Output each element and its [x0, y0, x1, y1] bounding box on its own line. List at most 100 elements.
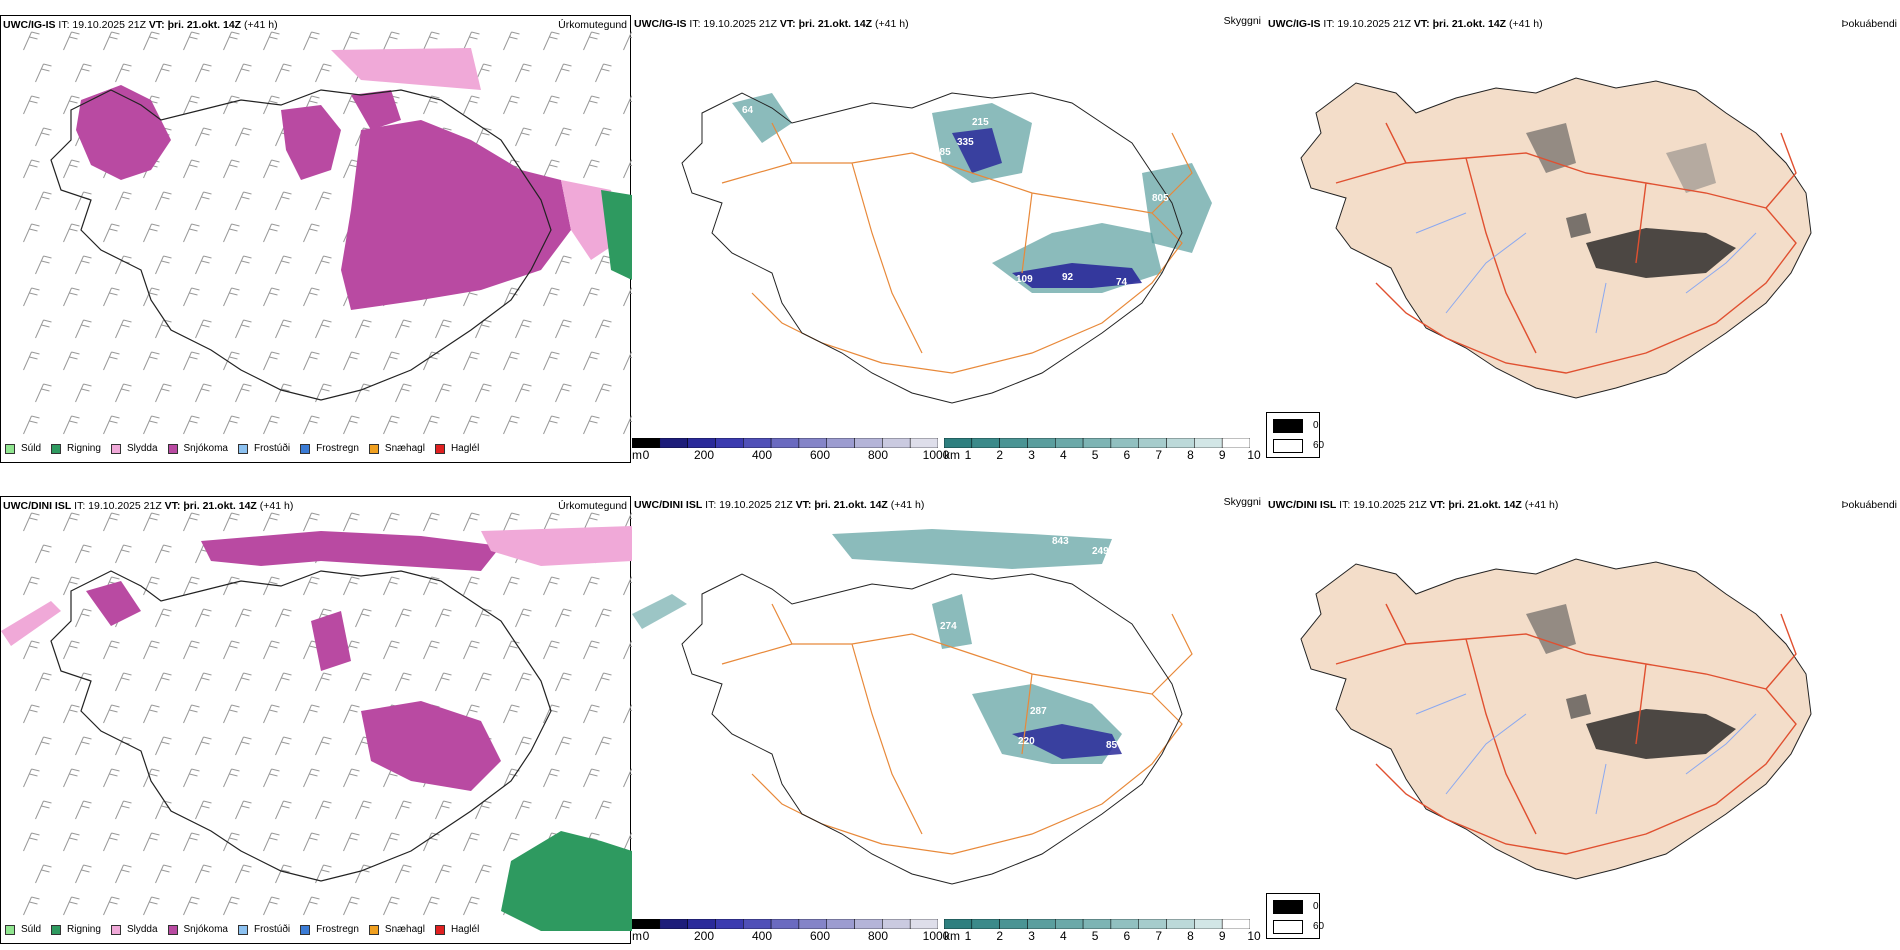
wind-barb [623, 640, 632, 660]
colorbar-cell [971, 438, 1000, 448]
legend-item: Frostúði [237, 924, 290, 935]
colorbar-tick: 600 [809, 929, 831, 943]
wind-barb [103, 287, 120, 307]
wind-barb [143, 351, 160, 371]
wind-barb [423, 31, 440, 51]
wind-barb [223, 415, 240, 435]
wind-barb [315, 319, 332, 339]
wind-barb [195, 736, 212, 756]
wind-barb [475, 672, 492, 692]
wind-barb [35, 255, 52, 275]
colorbar-tick: 1000 [922, 929, 950, 943]
iceland-outline [50, 89, 552, 401]
colorbar-tick: 8 [1187, 929, 1194, 943]
wind-barb [263, 704, 280, 724]
wind-barb [383, 415, 400, 435]
ceiling-label: 97 [944, 259, 956, 270]
wind-barb [395, 864, 412, 884]
wind-barb [183, 768, 200, 788]
wind-barb [235, 736, 252, 756]
wind-barb [423, 95, 440, 115]
colorbar-cell [1138, 919, 1167, 929]
wind-barb [223, 223, 240, 243]
iceland-outline [681, 573, 1183, 885]
wind-barb [395, 672, 412, 692]
precip-map [23, 31, 632, 435]
ceiling-unit: m [632, 929, 642, 943]
wind-barb [35, 800, 52, 820]
panel-title: Þokuábendi [1841, 18, 1897, 30]
wind-barb [115, 864, 132, 884]
wind-barb [435, 672, 452, 692]
model-name: UWC/DINI ISL [3, 500, 72, 512]
wind-barb [555, 608, 572, 628]
wind-barb [183, 223, 200, 243]
wind-barb [423, 351, 440, 371]
ceiling-label: 249 [1092, 546, 1109, 557]
legend-label: Snjókoma [183, 443, 228, 454]
precip-map [1, 512, 632, 931]
wind-barb [235, 319, 252, 339]
wind-barb [503, 31, 520, 51]
wind-barb [543, 640, 560, 660]
wind-barb [263, 415, 280, 435]
colorbar-cell [1027, 919, 1056, 929]
fog-area [1526, 123, 1576, 173]
model-name: UWC/IG-IS [634, 18, 687, 30]
wind-barb [355, 608, 372, 628]
wind-barb [75, 255, 92, 275]
model-name: UWC/DINI ISL [634, 499, 703, 511]
lead-time: (+41 h) [872, 18, 909, 30]
rain-area [501, 831, 632, 931]
legend-label: Rigning [67, 924, 101, 935]
visibility-colorbar [944, 919, 1250, 929]
wind-barb [23, 159, 40, 179]
legend-swatch [300, 924, 311, 935]
wind-barb [75, 63, 92, 83]
wind-barb [303, 896, 320, 916]
wind-barb [543, 351, 560, 371]
legend-item: Snjókoma [167, 924, 228, 935]
wind-barb [195, 383, 212, 403]
valid-time: VT: þri. 21.okt. 14Z [1429, 499, 1522, 511]
wind-barb [435, 319, 452, 339]
wind-barb [183, 415, 200, 435]
valid-time: VT: þri. 21.okt. 14Z [779, 18, 873, 30]
wind-barb [103, 832, 120, 852]
wind-barb [223, 287, 240, 307]
wind-barb [275, 864, 292, 884]
wind-barb [503, 832, 520, 852]
wind-barb [195, 800, 212, 820]
init-time: IT: 19.10.2025 21Z [702, 499, 796, 511]
wind-barb [623, 768, 632, 788]
wind-barb [303, 512, 320, 532]
wind-barb [23, 31, 40, 51]
wind-barb [383, 832, 400, 852]
wind-barb [475, 383, 492, 403]
wind-barb [515, 383, 532, 403]
panel-title: Úrkomutegund [558, 19, 627, 31]
wind-barb [275, 800, 292, 820]
colorbar-tick: 2 [996, 448, 1004, 462]
wind-barb [583, 576, 600, 596]
wind-barb [595, 319, 612, 339]
wind-barb [63, 896, 80, 916]
wind-barb [223, 512, 240, 532]
wind-barb [463, 832, 480, 852]
wind-barb [63, 640, 80, 660]
wind-barb [383, 512, 400, 532]
wind-barb [595, 383, 612, 403]
panel-header: UWC/IG-IS IT: 19.10.2025 21Z VT: þri. 21… [634, 18, 909, 30]
colorbar-cell [743, 919, 772, 929]
wind-barb [103, 415, 120, 435]
ceiling-label: 95 [1132, 175, 1144, 186]
legend-item: Frostregn [300, 443, 359, 454]
wind-barb [263, 640, 280, 660]
wind-barb [423, 512, 440, 532]
wind-barb [195, 191, 212, 211]
wind-barb [423, 832, 440, 852]
wind-barb [143, 512, 160, 532]
fog-area [1666, 143, 1716, 193]
wind-barb [223, 640, 240, 660]
wind-barb [63, 704, 80, 724]
